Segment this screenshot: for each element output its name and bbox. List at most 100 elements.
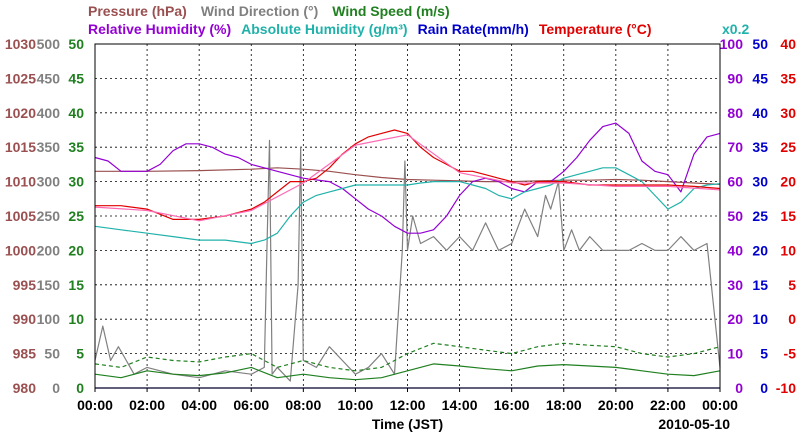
ytick-temperature: -5	[784, 346, 797, 362]
x-axis: 00:00 02:00 04:00 06:00 08:00 10:00 12:00 14:00…	[77, 388, 738, 432]
ytick-relative-humidity: 0	[735, 380, 743, 396]
ytick-wind-speed: 0	[76, 380, 84, 396]
xtick-label: 08:00	[285, 397, 321, 413]
legend-absolute-humidity-g-m: Absolute Humidity (g/m³)	[241, 21, 407, 37]
ytick-wind-speed: 25	[68, 208, 84, 224]
series-wind-speed-gust-m-s	[94, 342, 721, 372]
legend-scale-note: x0.2	[722, 21, 749, 37]
ytick-temperature: 0	[788, 311, 796, 327]
ytick-temperature: 20	[780, 174, 796, 190]
series-temperature-c	[95, 129, 721, 220]
ytick-rain-rate: 45	[752, 70, 768, 86]
ytick-relative-humidity: 40	[727, 242, 743, 258]
ytick-pressure: 1000	[5, 242, 36, 258]
ytick-rain-rate: 5	[760, 346, 768, 362]
ytick-temperature: 5	[788, 277, 796, 293]
xtick-label: 00:00	[702, 397, 738, 413]
ytick-wind-direction: 350	[37, 139, 61, 155]
x-axis-title: Time (JST)	[372, 416, 443, 432]
ytick-pressure: 1015	[5, 139, 36, 155]
ytick-wind-speed: 5	[76, 346, 84, 362]
ytick-wind-direction: 250	[37, 208, 61, 224]
legend-temperature-c: Temperature (°C)	[539, 21, 652, 37]
ytick-wind-direction: 300	[37, 174, 61, 190]
ytick-wind-speed: 35	[68, 139, 84, 155]
ytick-rain-rate: 35	[752, 139, 768, 155]
xtick-label: 14:00	[442, 397, 478, 413]
xtick-label: 20:00	[598, 397, 634, 413]
ytick-pressure: 995	[13, 277, 37, 293]
ytick-relative-humidity: 50	[727, 208, 743, 224]
ytick-pressure: 1025	[5, 70, 36, 86]
ytick-relative-humidity: 30	[727, 277, 743, 293]
ytick-wind-speed: 10	[68, 311, 84, 327]
ytick-wind-speed: 40	[68, 105, 84, 121]
ytick-pressure: 1020	[5, 105, 36, 121]
xtick-label: 22:00	[650, 397, 686, 413]
ytick-rain-rate: 10	[752, 311, 768, 327]
ytick-pressure: 1005	[5, 208, 36, 224]
legend-wind-speed-m-s: Wind Speed (m/s)	[332, 3, 449, 19]
xtick-label: 02:00	[129, 397, 165, 413]
ytick-temperature: 35	[780, 70, 796, 86]
ytick-temperature: -10	[776, 380, 796, 396]
ytick-wind-direction: 0	[52, 380, 60, 396]
ytick-wind-speed: 45	[68, 70, 84, 86]
gridlines	[95, 44, 720, 388]
xtick-label: 04:00	[181, 397, 217, 413]
xtick-label: 00:00	[77, 397, 113, 413]
ytick-wind-speed: 15	[68, 277, 84, 293]
y-axes: 1030102510201015101010051000995990985980…	[5, 36, 796, 396]
ytick-rain-rate: 50	[752, 36, 768, 52]
ytick-temperature: 15	[780, 208, 796, 224]
ytick-pressure: 990	[13, 311, 37, 327]
xtick-label: 12:00	[390, 397, 426, 413]
ytick-rain-rate: 25	[752, 208, 768, 224]
ytick-relative-humidity: 20	[727, 311, 743, 327]
xtick-label: 10:00	[338, 397, 374, 413]
ytick-relative-humidity: 90	[727, 70, 743, 86]
ytick-wind-speed: 30	[68, 174, 84, 190]
ytick-wind-direction: 500	[37, 36, 61, 52]
legend-rain-rate-mm-h: Rain Rate(mm/h)	[418, 21, 529, 37]
ytick-pressure: 1010	[5, 174, 36, 190]
ytick-temperature: 30	[780, 105, 796, 121]
ytick-relative-humidity: 60	[727, 174, 743, 190]
ytick-wind-direction: 200	[37, 242, 61, 258]
ytick-rain-rate: 40	[752, 105, 768, 121]
xtick-label: 18:00	[546, 397, 582, 413]
ytick-rain-rate: 20	[752, 242, 768, 258]
ytick-temperature: 25	[780, 139, 796, 155]
legend-pressure-hpa: Pressure (hPa)	[88, 3, 187, 19]
ytick-rain-rate: 15	[752, 277, 768, 293]
legend: Pressure (hPa) Wind Direction (°) Wind Spe…	[88, 3, 749, 37]
ytick-wind-speed: 20	[68, 242, 84, 258]
legend-relative-humidity: Relative Humidity (%)	[88, 21, 231, 37]
ytick-relative-humidity: 70	[727, 139, 743, 155]
series-pressure-hpa	[95, 167, 721, 185]
ytick-rain-rate: 0	[760, 380, 768, 396]
series-wind-direction	[94, 139, 721, 382]
ytick-wind-direction: 400	[37, 105, 61, 121]
xtick-label: 16:00	[494, 397, 530, 413]
ytick-wind-direction: 100	[37, 311, 61, 327]
legend-wind-direction: Wind Direction (°)	[201, 3, 318, 19]
ytick-rain-rate: 30	[752, 174, 768, 190]
ytick-wind-speed: 50	[68, 36, 84, 52]
date-label: 2010-05-10	[658, 416, 730, 432]
series-wind-speed-m-s	[94, 363, 721, 381]
xtick-label: 06:00	[233, 397, 269, 413]
ytick-wind-direction: 450	[37, 70, 61, 86]
ytick-wind-direction: 50	[44, 346, 60, 362]
ytick-wind-direction: 150	[37, 277, 61, 293]
ytick-pressure: 985	[13, 346, 37, 362]
series-temperature-dew-c	[94, 134, 721, 222]
ytick-relative-humidity: 10	[727, 346, 743, 362]
ytick-relative-humidity: 80	[727, 105, 743, 121]
ytick-pressure: 980	[13, 380, 37, 396]
series-relative-humidity	[94, 122, 721, 234]
ytick-relative-humidity: 100	[720, 36, 744, 52]
series-absolute-humidity-g-m	[94, 167, 721, 245]
